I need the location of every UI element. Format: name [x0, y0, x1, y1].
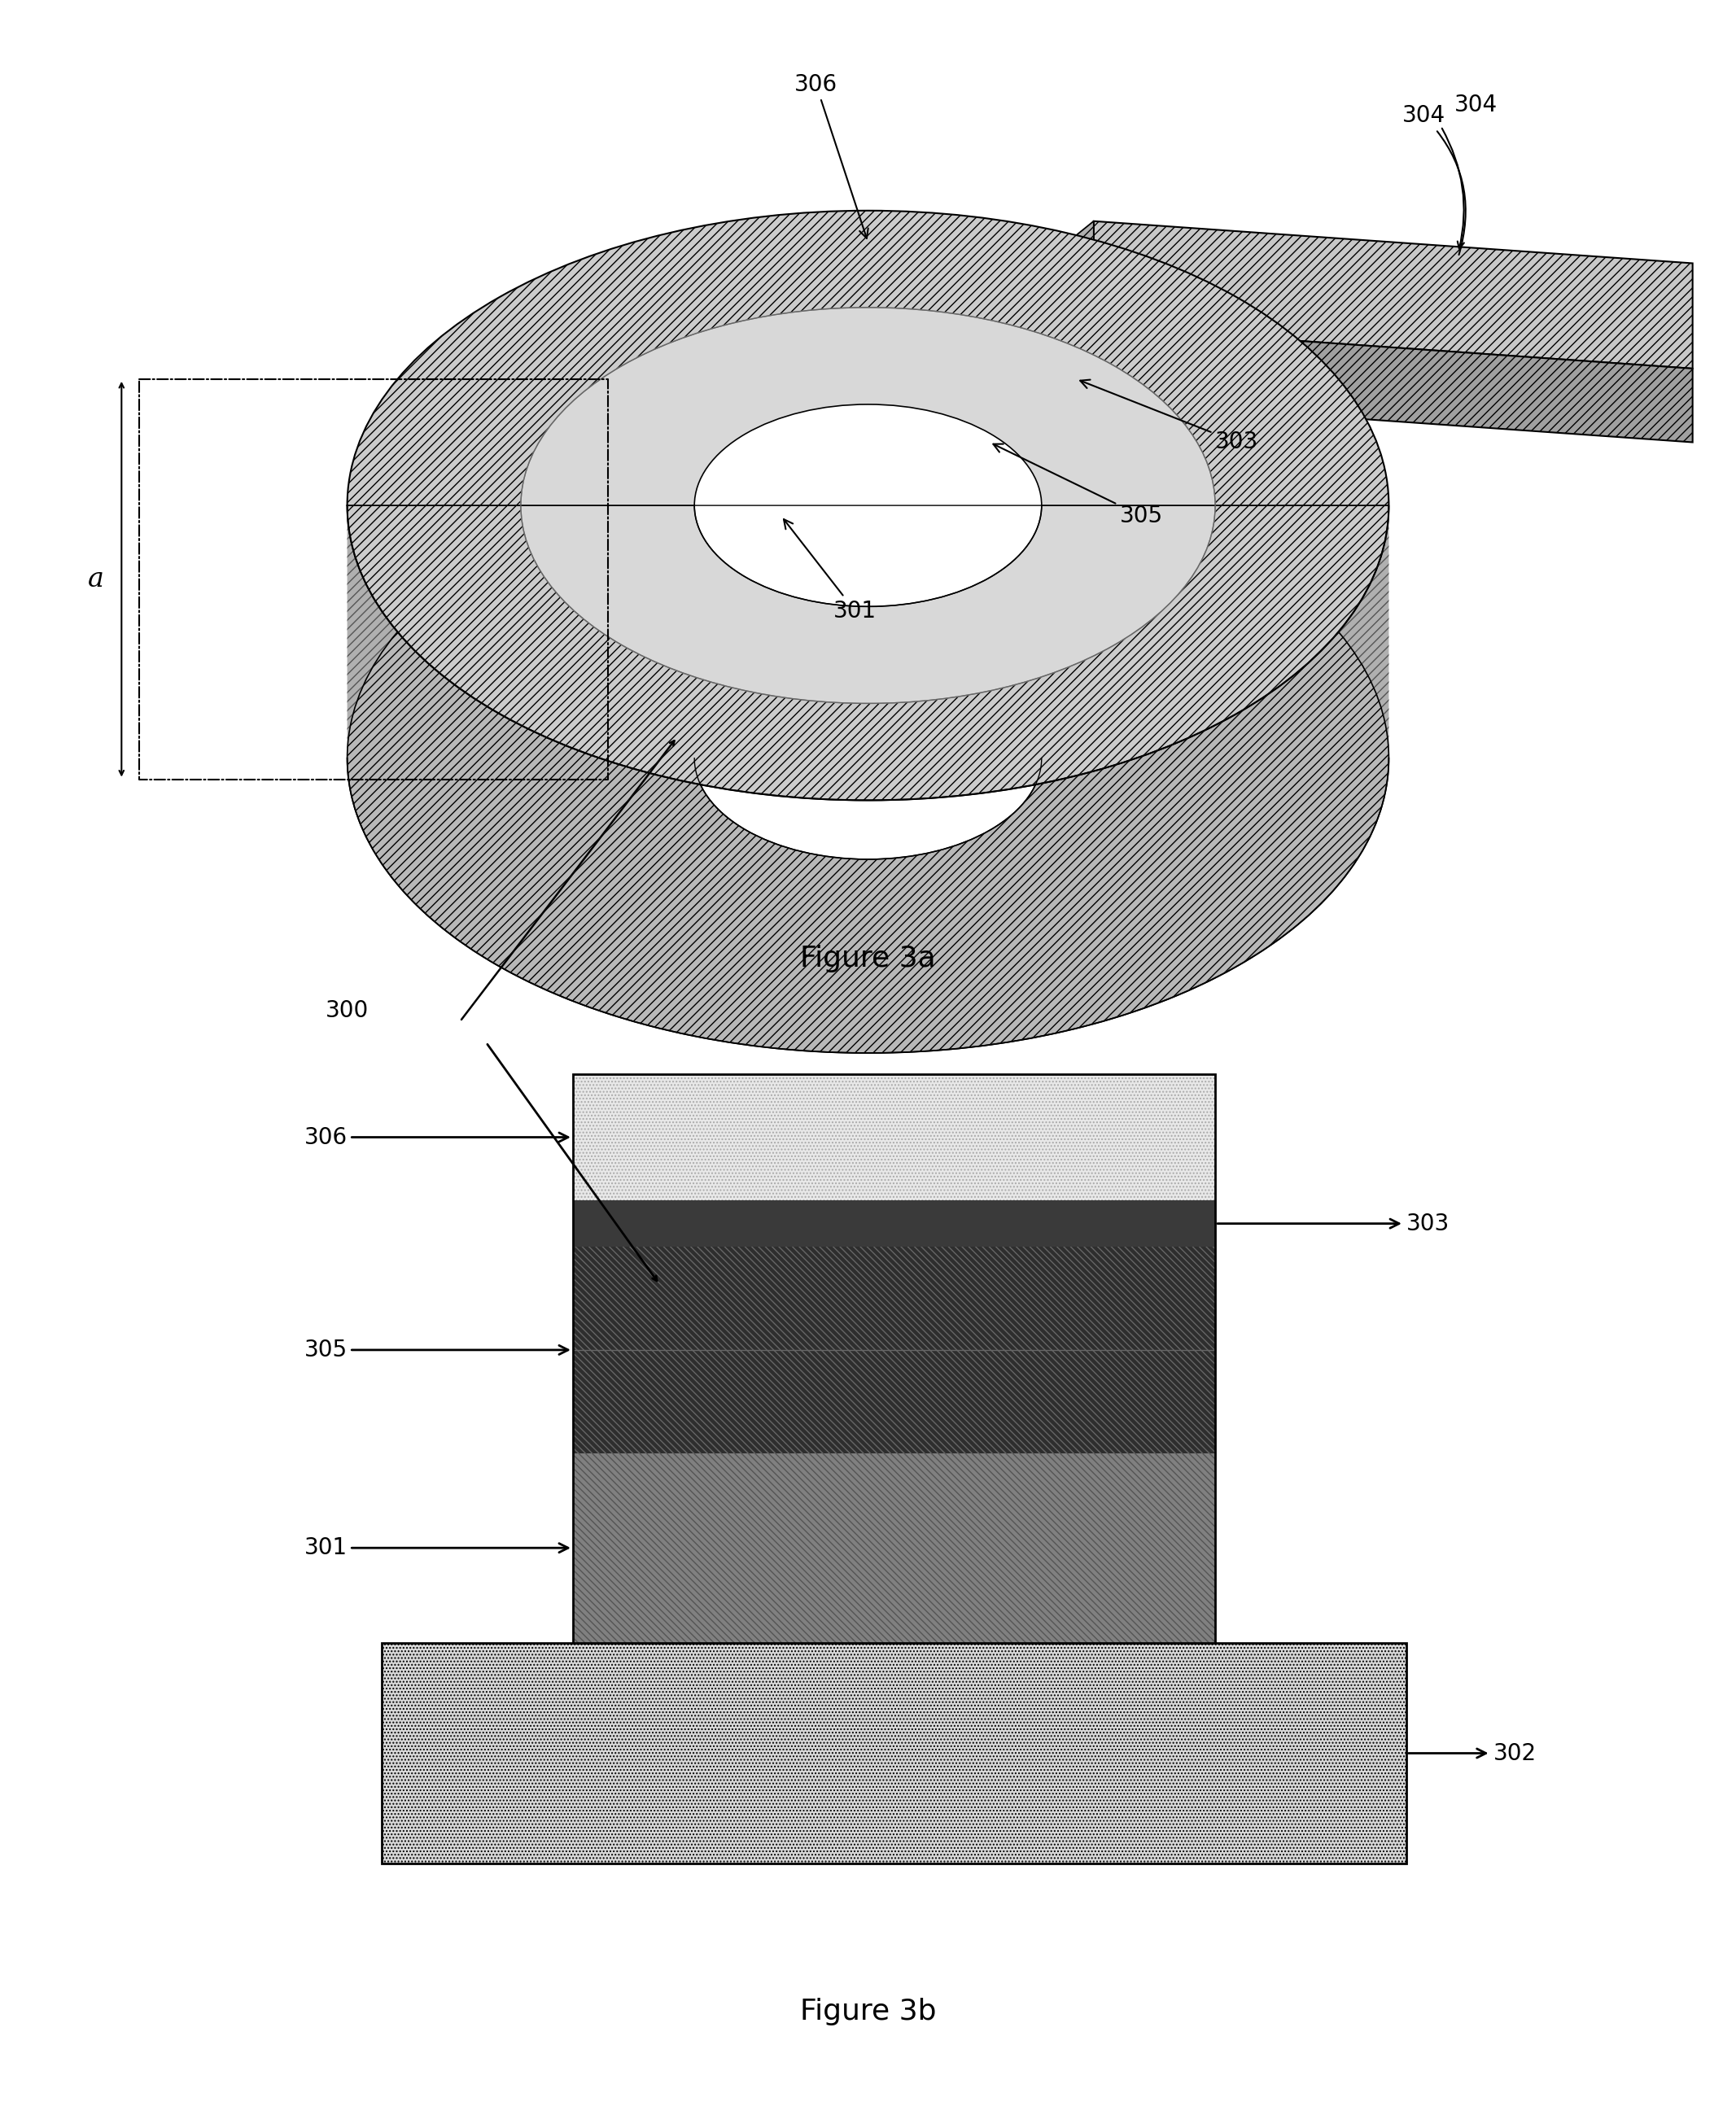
- Text: 305: 305: [993, 444, 1163, 526]
- Text: 306: 306: [795, 74, 868, 238]
- Text: Figure 3b: Figure 3b: [800, 1996, 936, 2026]
- Bar: [382, 1643, 1406, 1864]
- Text: 300: 300: [326, 1000, 368, 1021]
- Text: 304: 304: [1403, 105, 1465, 255]
- Polygon shape: [1068, 221, 1094, 347]
- Bar: [573, 1200, 1215, 1247]
- Bar: [573, 1453, 1215, 1643]
- Text: 303: 303: [1080, 379, 1259, 453]
- Bar: [573, 1247, 1215, 1453]
- Text: 305: 305: [304, 1339, 568, 1360]
- Ellipse shape: [521, 307, 1215, 703]
- Text: 304: 304: [1455, 95, 1496, 116]
- Text: 303: 303: [1217, 1213, 1450, 1234]
- Bar: [573, 1074, 1215, 1200]
- FancyArrowPatch shape: [1443, 128, 1463, 249]
- Bar: [573, 1074, 1215, 1200]
- Polygon shape: [1068, 326, 1094, 421]
- Bar: [573, 1074, 1215, 1643]
- Text: 301: 301: [783, 520, 877, 621]
- Text: 302: 302: [1408, 1742, 1536, 1765]
- Bar: [573, 1453, 1215, 1643]
- Ellipse shape: [347, 463, 1389, 1053]
- Text: 301: 301: [304, 1537, 568, 1558]
- Text: a: a: [87, 567, 104, 592]
- Ellipse shape: [347, 211, 1389, 800]
- Polygon shape: [347, 505, 1389, 1053]
- Text: 306: 306: [304, 1127, 568, 1148]
- Ellipse shape: [694, 657, 1042, 859]
- Polygon shape: [1094, 326, 1693, 442]
- Bar: [573, 1247, 1215, 1453]
- Ellipse shape: [694, 404, 1042, 607]
- Polygon shape: [694, 505, 1042, 859]
- Polygon shape: [1094, 221, 1693, 369]
- Text: Figure 3a: Figure 3a: [800, 943, 936, 973]
